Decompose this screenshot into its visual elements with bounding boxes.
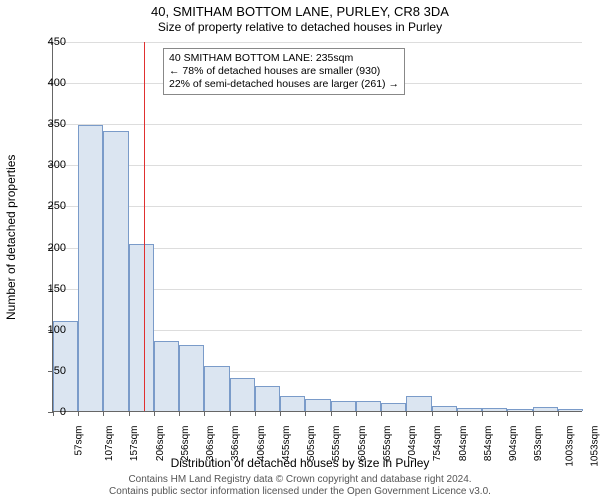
xtick-label: 256sqm (180, 426, 191, 462)
xtick-mark (103, 411, 104, 416)
xtick-mark (78, 411, 79, 416)
xtick-mark (457, 411, 458, 416)
ytick-label: 100 (36, 324, 66, 336)
histogram-bar (204, 366, 229, 411)
gridline (53, 42, 582, 43)
footer-attribution: Contains HM Land Registry data © Crown c… (0, 474, 600, 498)
footer-line1: Contains HM Land Registry data © Crown c… (0, 474, 600, 486)
xtick-mark (255, 411, 256, 416)
xtick-label: 455sqm (281, 426, 292, 462)
xtick-mark (482, 411, 483, 416)
histogram-bar (406, 396, 431, 411)
histogram-bar (381, 403, 406, 411)
histogram-bar (482, 408, 507, 411)
xtick-label: 605sqm (357, 426, 368, 462)
histogram-bar (457, 408, 482, 411)
ytick-label: 0 (36, 406, 66, 418)
xtick-label: 754sqm (432, 426, 443, 462)
xtick-label: 157sqm (130, 426, 141, 462)
gridline (53, 206, 582, 207)
histogram-bar (533, 407, 558, 411)
xtick-label: 107sqm (104, 426, 115, 462)
xtick-mark (305, 411, 306, 416)
plot-region: 40 SMITHAM BOTTOM LANE: 235sqm← 78% of d… (52, 42, 582, 412)
xtick-mark (507, 411, 508, 416)
xtick-label: 704sqm (407, 426, 418, 462)
histogram-bar (356, 401, 381, 411)
histogram-bar (154, 341, 179, 411)
xtick-mark (230, 411, 231, 416)
xtick-mark (204, 411, 205, 416)
xtick-label: 505sqm (306, 426, 317, 462)
xtick-label: 406sqm (256, 426, 267, 462)
histogram-bar (280, 396, 305, 411)
histogram-bar (331, 401, 356, 411)
ytick-label: 300 (36, 159, 66, 171)
chart-area: 40 SMITHAM BOTTOM LANE: 235sqm← 78% of d… (52, 42, 582, 412)
ytick-label: 50 (36, 365, 66, 377)
gridline (53, 165, 582, 166)
xtick-label: 1053sqm (589, 426, 600, 467)
ytick-label: 450 (36, 36, 66, 48)
xtick-label: 953sqm (533, 426, 544, 462)
histogram-bar (230, 378, 255, 411)
y-axis-title: Number of detached properties (4, 155, 18, 320)
chart-title-line2: Size of property relative to detached ho… (0, 20, 600, 34)
xtick-mark (280, 411, 281, 416)
ytick-label: 200 (36, 242, 66, 254)
reference-line (144, 42, 145, 411)
histogram-bar (507, 409, 532, 411)
xtick-label: 206sqm (155, 426, 166, 462)
xtick-label: 1003sqm (564, 426, 575, 467)
xtick-mark (533, 411, 534, 416)
xtick-mark (154, 411, 155, 416)
chart-title-line1: 40, SMITHAM BOTTOM LANE, PURLEY, CR8 3DA (0, 4, 600, 19)
histogram-bar (255, 386, 280, 411)
histogram-bar (179, 345, 204, 411)
xtick-mark (558, 411, 559, 416)
xtick-label: 904sqm (508, 426, 519, 462)
xtick-mark (432, 411, 433, 416)
xtick-label: 804sqm (458, 426, 469, 462)
histogram-bar (129, 244, 154, 411)
ytick-label: 400 (36, 77, 66, 89)
ytick-label: 250 (36, 200, 66, 212)
xtick-mark (406, 411, 407, 416)
gridline (53, 124, 582, 125)
footer-line2: Contains public sector information licen… (0, 486, 600, 498)
annotation-line2: ← 78% of detached houses are smaller (93… (169, 65, 399, 78)
xtick-mark (179, 411, 180, 416)
annotation-line1: 40 SMITHAM BOTTOM LANE: 235sqm (169, 52, 399, 65)
annotation-box: 40 SMITHAM BOTTOM LANE: 235sqm← 78% of d… (163, 48, 405, 95)
histogram-bar (305, 399, 330, 411)
histogram-bar (78, 125, 103, 411)
xtick-label: 555sqm (331, 426, 342, 462)
histogram-bar (558, 409, 583, 411)
ytick-label: 150 (36, 283, 66, 295)
histogram-bar (432, 406, 457, 411)
histogram-bar (103, 131, 128, 411)
xtick-label: 57sqm (74, 426, 85, 456)
xtick-label: 655sqm (382, 426, 393, 462)
xtick-mark (129, 411, 130, 416)
xtick-label: 356sqm (231, 426, 242, 462)
annotation-line3: 22% of semi-detached houses are larger (… (169, 78, 399, 91)
ytick-label: 350 (36, 118, 66, 130)
xtick-mark (356, 411, 357, 416)
xtick-mark (331, 411, 332, 416)
xtick-label: 306sqm (205, 426, 216, 462)
title-block: 40, SMITHAM BOTTOM LANE, PURLEY, CR8 3DA… (0, 0, 600, 34)
xtick-label: 854sqm (483, 426, 494, 462)
xtick-mark (381, 411, 382, 416)
